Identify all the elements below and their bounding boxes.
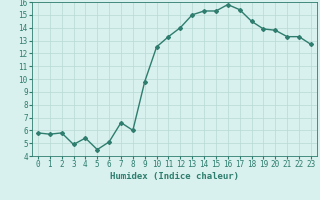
X-axis label: Humidex (Indice chaleur): Humidex (Indice chaleur)	[110, 172, 239, 181]
